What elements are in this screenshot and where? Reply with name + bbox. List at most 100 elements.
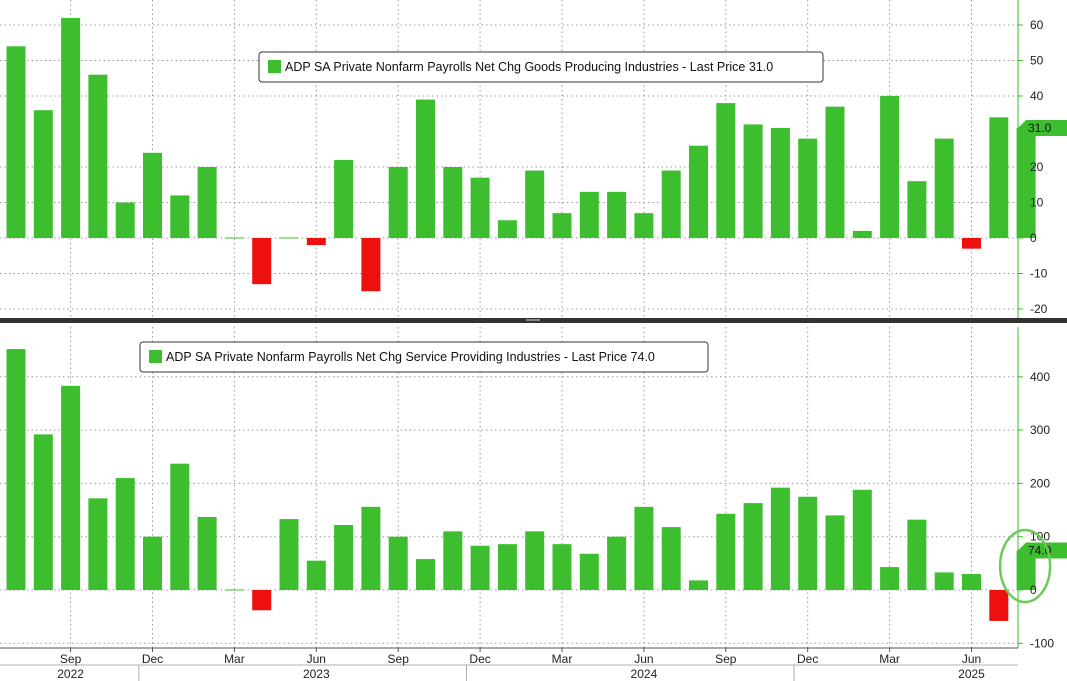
legend-box	[139, 341, 709, 373]
bar-positive	[115, 478, 135, 590]
x-month-label: Sep	[715, 652, 737, 666]
bar-positive	[989, 117, 1009, 238]
bar-positive	[607, 536, 627, 590]
x-month-label: Mar	[552, 652, 573, 666]
bar-positive	[197, 516, 217, 590]
bar-positive	[361, 506, 381, 590]
bar-negative	[252, 238, 272, 285]
bar-positive	[334, 524, 354, 590]
y-tick-label: 200	[1030, 476, 1050, 490]
x-month-label: Dec	[142, 652, 163, 666]
bar-positive	[934, 572, 954, 590]
legend-swatch	[149, 350, 162, 363]
bar-zero	[279, 237, 299, 239]
bar-positive	[689, 580, 708, 590]
bar-positive	[170, 463, 190, 590]
x-month-label: Jun	[307, 652, 326, 666]
last-value-label: 31.0	[1028, 121, 1052, 135]
bar-positive	[770, 487, 790, 590]
bar-positive	[689, 145, 708, 238]
bar-positive	[115, 202, 135, 238]
bar-positive	[388, 167, 408, 238]
bar-positive	[443, 531, 463, 590]
y-tick-label: 40	[1030, 89, 1044, 103]
legend-label: ADP SA Private Nonfarm Payrolls Net Chg …	[166, 350, 655, 364]
bar-positive	[525, 531, 545, 590]
bar-positive	[143, 152, 162, 238]
bar-positive	[6, 349, 26, 590]
x-month-label: Dec	[469, 652, 490, 666]
bar-negative	[989, 590, 1009, 621]
highlight-circle	[998, 528, 1052, 604]
bar-positive	[579, 191, 599, 238]
bar-zero	[224, 589, 244, 591]
bar-positive	[197, 167, 217, 238]
bar-positive	[907, 519, 927, 590]
bar-negative	[252, 590, 272, 611]
bar-positive	[798, 496, 818, 590]
bar-negative	[361, 238, 381, 292]
bar-positive	[607, 191, 627, 238]
bar-positive	[388, 536, 408, 590]
bar-positive	[33, 434, 53, 590]
y-tick-label: 20	[1030, 160, 1044, 174]
bar-positive	[416, 99, 435, 238]
y-tick-label: 0	[1030, 231, 1037, 245]
x-year-label: 2025	[958, 667, 985, 681]
bar-positive	[33, 110, 53, 238]
legend-swatch	[268, 60, 281, 73]
bar-positive	[743, 503, 763, 590]
bar-positive	[716, 513, 736, 590]
y-tick-label: 50	[1030, 54, 1044, 68]
bar-positive	[798, 138, 818, 238]
bar-positive	[497, 220, 517, 238]
y-tick-label: 0	[1030, 583, 1037, 597]
legend-label: ADP SA Private Nonfarm Payrolls Net Chg …	[285, 60, 773, 74]
x-month-label: Jun	[962, 652, 981, 666]
bar-positive	[6, 46, 26, 238]
bar-positive	[1016, 127, 1036, 238]
bar-positive	[634, 506, 654, 590]
x-year-label: 2024	[631, 667, 658, 681]
x-month-label: Mar	[224, 652, 245, 666]
x-month-label: Mar	[879, 652, 900, 666]
bar-negative	[962, 238, 981, 249]
last-value-tag	[1018, 542, 1067, 559]
y-tick-label: -20	[1030, 302, 1048, 316]
bar-positive	[470, 545, 490, 590]
bar-positive	[934, 138, 954, 238]
bar-positive	[579, 553, 599, 590]
bar-positive	[661, 527, 681, 590]
legend-box	[258, 51, 824, 83]
x-month-label: Jun	[634, 652, 653, 666]
y-tick-label: 10	[1030, 196, 1044, 210]
bar-positive	[907, 181, 927, 238]
bar-positive	[1016, 550, 1036, 590]
y-tick-label: -100	[1030, 636, 1054, 650]
y-tick-label: 400	[1030, 370, 1050, 384]
bar-positive	[852, 489, 872, 590]
bar-positive	[852, 230, 872, 238]
bar-positive	[962, 574, 981, 590]
x-month-label: Sep	[60, 652, 82, 666]
bar-positive	[552, 213, 572, 238]
bar-positive	[661, 170, 681, 238]
x-month-label: Dec	[797, 652, 818, 666]
x-month-label: Sep	[388, 652, 410, 666]
bar-positive	[443, 167, 463, 238]
bar-positive	[743, 124, 763, 238]
bar-positive	[470, 177, 490, 238]
last-value-tag	[1018, 119, 1067, 136]
x-year-label: 2023	[303, 667, 330, 681]
bar-positive	[880, 96, 900, 238]
bar-positive	[61, 385, 81, 590]
bar-positive	[525, 170, 545, 238]
bar-positive	[825, 515, 845, 590]
panel-divider-handle	[526, 319, 540, 321]
bar-positive	[634, 213, 654, 238]
y-tick-label: 300	[1030, 423, 1050, 437]
bar-zero	[224, 237, 244, 239]
bar-positive	[770, 127, 790, 238]
